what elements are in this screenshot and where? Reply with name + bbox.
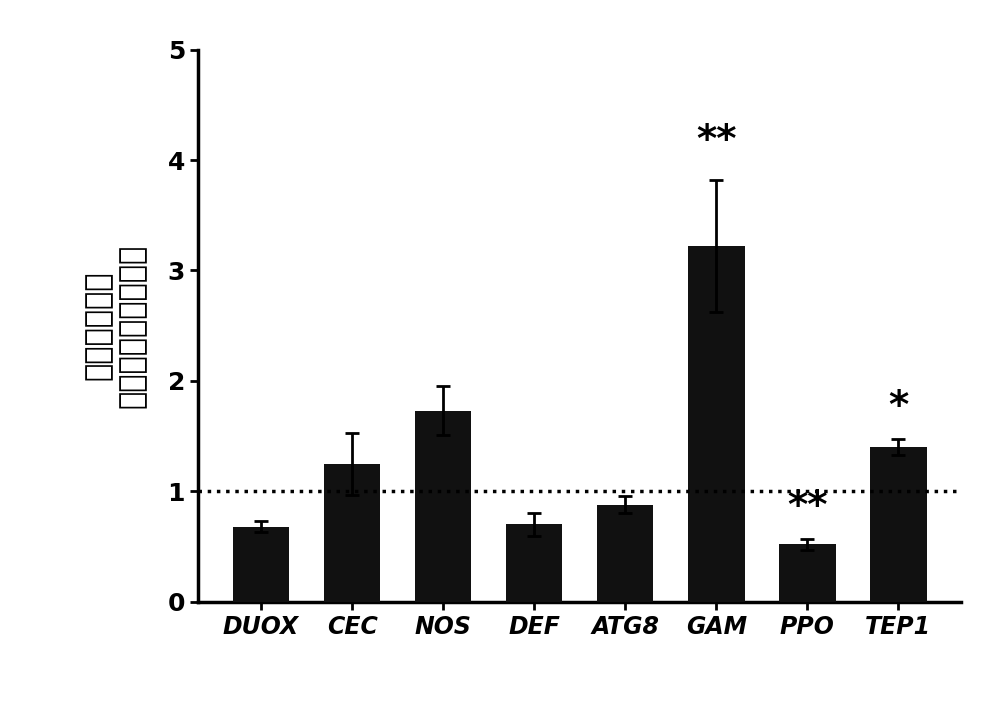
Bar: [779, 544, 835, 602]
Bar: [597, 505, 653, 602]
Bar: [233, 527, 289, 602]
Text: **: **: [787, 488, 827, 525]
Bar: [324, 464, 381, 602]
Bar: [506, 525, 563, 602]
Text: **: **: [696, 122, 736, 160]
Bar: [870, 447, 927, 602]
Bar: [688, 246, 744, 602]
Bar: [415, 411, 472, 602]
Y-axis label: 相对基因表达
（雷巴齐素／对照）: 相对基因表达 （雷巴齐素／对照）: [84, 244, 147, 408]
Text: *: *: [888, 388, 909, 426]
